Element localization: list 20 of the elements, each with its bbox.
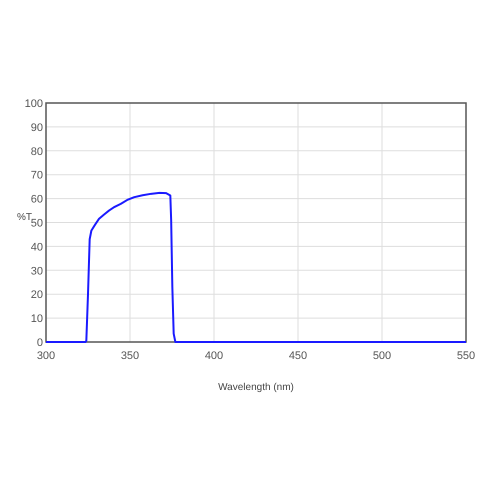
y-tick-label: 100 [24,98,43,110]
x-tick-label: 550 [456,350,476,362]
y-tick-label: 50 [30,218,43,230]
y-tick-label: 60 [30,194,43,206]
x-tick-label: 450 [288,350,308,362]
x-tick-label: 400 [204,350,224,362]
x-tick-label: 500 [372,350,392,362]
y-tick-label: 20 [30,289,43,302]
x-tick-label: 350 [120,350,140,362]
y-tick-label: 40 [30,241,43,254]
x-tick-label: 300 [36,350,56,362]
y-tick-label: 30 [30,265,43,278]
line-series [46,192,466,343]
x-axis-title: Wavelength (nm) [218,382,294,393]
y-tick-label: 90 [30,122,43,134]
y-tick-label: 70 [30,170,43,182]
y-tick-label: 0 [36,337,43,349]
y-axis-title: %T [17,212,32,223]
y-tick-label: 10 [30,313,43,326]
y-tick-label: 80 [30,146,43,158]
